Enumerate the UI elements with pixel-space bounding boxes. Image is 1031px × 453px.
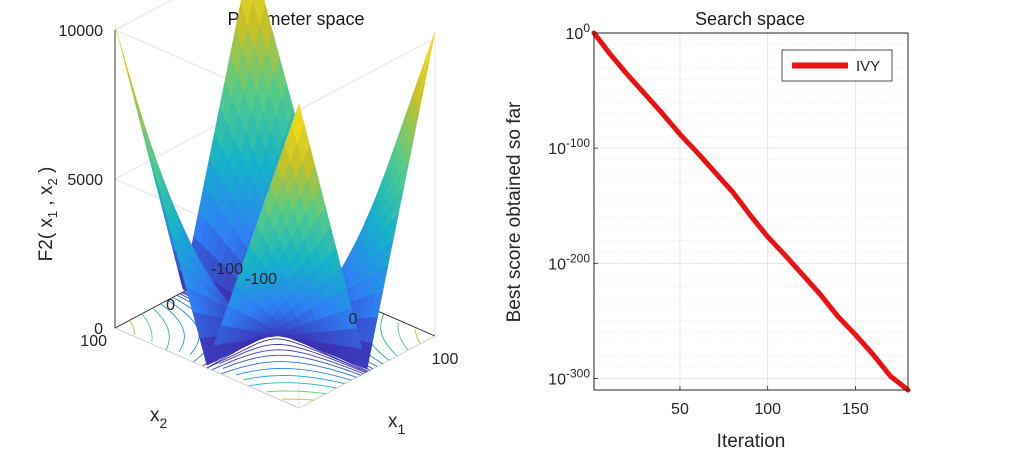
y2-axis-label: x2 (150, 405, 168, 431)
x-tick-label: 150 (842, 401, 869, 418)
x-tick-label: 100 (754, 401, 781, 418)
contour-line (167, 299, 200, 356)
y-tick-label: 100 (566, 21, 591, 43)
x2-tick-label: 0 (166, 297, 175, 314)
surface-mesh (114, 0, 436, 370)
surface-patch (422, 31, 436, 77)
contour-line (266, 390, 326, 395)
contour-line (414, 328, 421, 345)
contour-line (129, 319, 136, 336)
contour-line (221, 361, 358, 378)
legend: IVY (781, 49, 893, 82)
contour-line (222, 354, 362, 376)
x1-tick-label: -100 (245, 271, 277, 288)
box-edge (114, 0, 173, 31)
surface-patch (291, 103, 305, 144)
z-tick-label: 10000 (59, 23, 104, 40)
contour-line (282, 398, 314, 401)
plot-frame (593, 32, 909, 391)
contour-line (243, 375, 345, 385)
contour-line (219, 343, 366, 374)
surface-chart: Parameter space 0500010000-1000100-10001… (36, 0, 458, 437)
surface-patch (135, 102, 149, 143)
contour-line (380, 314, 398, 357)
series-line-ivy (591, 30, 911, 393)
x1-axis-label: x1 (388, 411, 406, 437)
axis-ticks: 50 100 150 100 10-100 10-200 10-300 (548, 21, 869, 418)
z-axis-label: F2( x1 , x2 ) (36, 167, 60, 262)
contour-line (397, 322, 409, 351)
convergence-chart: Search space 50 100 150 100 10-100 10-200 10-3… (504, 9, 911, 452)
y-axis-label: Best score obtained so far (504, 101, 525, 322)
z-tick-label: 5000 (67, 172, 103, 189)
box-edge (298, 37, 436, 111)
x-axis-label: Iteration (717, 431, 786, 452)
series-lines (591, 30, 911, 393)
contour-line (152, 307, 170, 350)
y-tick-label: 10-300 (548, 366, 590, 388)
contour-line (235, 367, 352, 381)
x1-tick-label: 0 (349, 311, 358, 328)
y-tick-label: 10-100 (548, 136, 590, 158)
contour-line (160, 303, 185, 352)
x2-tick-label: 100 (80, 333, 107, 350)
contour-line (141, 313, 153, 342)
convergence-chart-title: Search space (695, 9, 805, 29)
z-tick-label: 0 (94, 321, 103, 338)
contour-line (211, 349, 364, 375)
x2-tick-label: -100 (211, 261, 243, 278)
contour-line (248, 382, 337, 389)
legend-label-ivy: IVY (856, 58, 880, 75)
x-tick-label: 50 (671, 401, 689, 418)
y-tick-label: 10-200 (548, 251, 590, 273)
x1-tick-label: 100 (432, 351, 459, 368)
